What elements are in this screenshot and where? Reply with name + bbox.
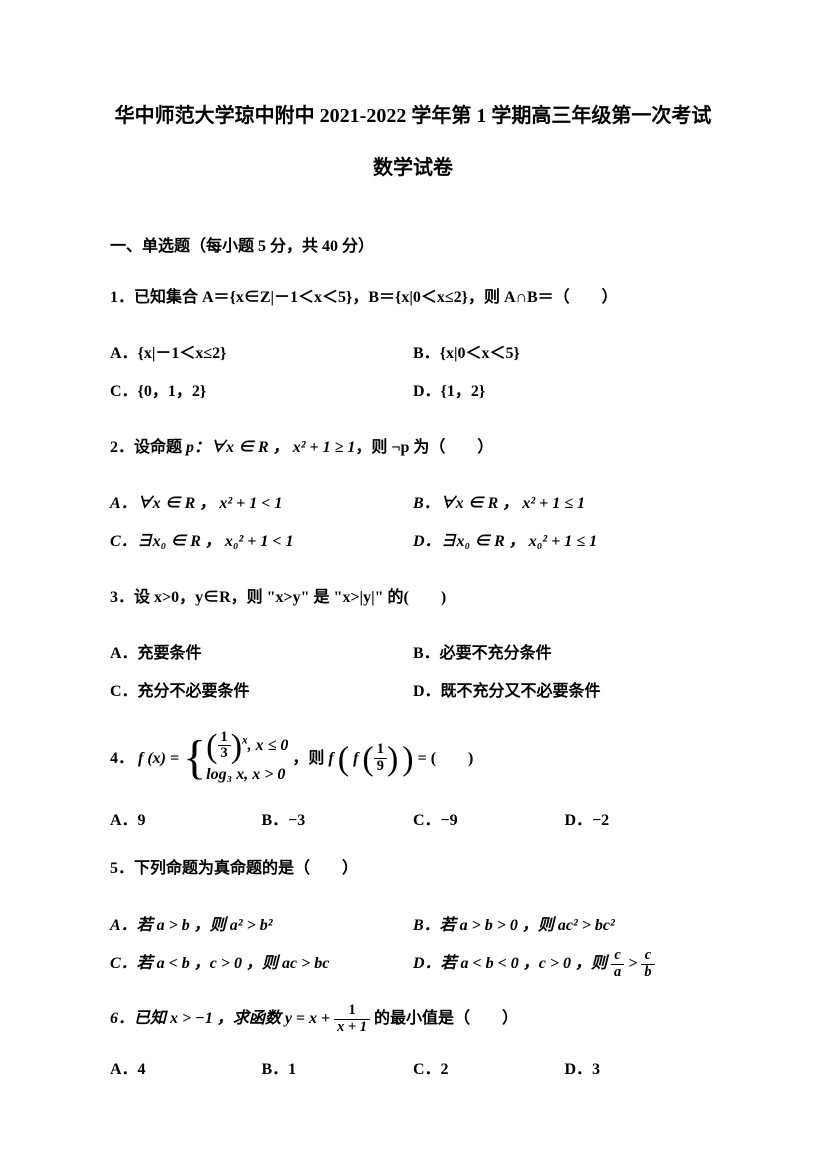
q3-option-b: B．必要不充分条件 [413, 635, 716, 673]
question-4-options: A．9 B．−3 C．−9 D．−2 [110, 808, 716, 834]
q4-piecewise: { (13)x, x ≤ 0 log₃ x, x > 0 [183, 730, 288, 788]
q6-option-c: C．2 [413, 1057, 565, 1083]
q2-option-b: B．∀x ∈ R ， x² + 1 ≤ 1 [413, 485, 716, 523]
q4-option-b: B．−3 [262, 808, 414, 834]
question-1: 1．已知集合 A＝{x∈Z|－1＜x＜5}，B＝{x|0＜x≤2}，则 A∩B＝… [110, 280, 716, 315]
q1-option-a: A．{x|－1＜x≤2} [110, 335, 413, 373]
q4-fx: f (x) = [138, 749, 179, 766]
q4-option-a: A．9 [110, 808, 262, 834]
q4-mid: ，则 [292, 749, 328, 766]
q2-stem-post: ，则 ¬p 为（ ） [355, 439, 493, 456]
q3-option-a: A．充要条件 [110, 635, 413, 673]
q1-option-d: D．{1，2} [413, 373, 716, 411]
q5-option-a: A．若 a > b ，则 a² > b² [110, 907, 413, 945]
q3-option-d: D．既不充分又不必要条件 [413, 673, 716, 711]
question-6: 6．已知 x > −1 ，求函数 y = x + 1x + 1 的最小值是（ ） [110, 1001, 716, 1036]
question-1-options: A．{x|－1＜x≤2} B．{x|0＜x＜5} C．{0，1，2} D．{1，… [110, 335, 716, 412]
question-3: 3．设 x>0，y∈R，则 "x>y" 是 "x>|y|" 的( ) [110, 580, 716, 615]
q1-option-c: C．{0，1，2} [110, 373, 413, 411]
q5-option-b: B．若 a > b > 0 ，则 ac² > bc² [413, 907, 716, 945]
question-6-options: A．4 B．1 C．2 D．3 [110, 1057, 716, 1083]
q2-option-d: D．∃x₀ ∈ R ， x₀² + 1 ≤ 1 [413, 523, 716, 561]
question-5: 5．下列命题为真命题的是（ ） [110, 851, 716, 886]
question-4: 4． f (x) = { (13)x, x ≤ 0 log₃ x, x > 0 … [110, 730, 716, 788]
q5-option-c: C．若 a < b ，c > 0 ，则 ac > bc [110, 945, 413, 983]
q4-outer-f: f [328, 749, 333, 766]
q6-option-d: D．3 [565, 1057, 717, 1083]
section-header: 一、单选题（每小题 5 分，共 40 分） [110, 234, 716, 260]
q6-stem-pre: 6．已知 x > −1 ，求函数 y = x + [110, 1010, 334, 1027]
question-5-options: A．若 a > b ，则 a² > b² B．若 a > b > 0 ，则 ac… [110, 907, 716, 984]
q4-number: 4． [110, 749, 134, 766]
exam-title: 华中师范大学琼中附中 2021-2022 学年第 1 学期高三年级第一次考试 [110, 100, 716, 132]
q4-option-c: C．−9 [413, 808, 565, 834]
exam-subtitle: 数学试卷 [110, 152, 716, 184]
q4-piece2: log₃ x, x > 0 [206, 762, 288, 788]
q1-option-b: B．{x|0＜x＜5} [413, 335, 716, 373]
question-2: 2．设命题 p：∀x ∈ R ， x² + 1 ≥ 1，则 ¬p 为（ ） [110, 430, 716, 465]
q5-option-d: D．若 a < b < 0 ，c > 0 ，则 ca > cb [413, 945, 716, 983]
q2-stem-pre: 2．设命题 [110, 439, 186, 456]
q4-eq: = ( ) [418, 749, 474, 766]
q2-stem-mid: p：∀x ∈ R ， x² + 1 ≥ 1 [186, 439, 355, 456]
q4-piece1: (13)x, x ≤ 0 [206, 730, 288, 763]
q4-option-d: D．−2 [565, 808, 717, 834]
q2-option-c: C．∃x₀ ∈ R ， x₀² + 1 < 1 [110, 523, 413, 561]
q6-option-a: A．4 [110, 1057, 262, 1083]
q6-stem-post: 的最小值是（ ） [370, 1010, 518, 1027]
q2-option-a: A．∀x ∈ R ， x² + 1 < 1 [110, 485, 413, 523]
q4-inner-f: f [353, 749, 358, 766]
question-2-options: A．∀x ∈ R ， x² + 1 < 1 B．∀x ∈ R ， x² + 1 … [110, 485, 716, 562]
question-3-options: A．充要条件 B．必要不充分条件 C．充分不必要条件 D．既不充分又不必要条件 [110, 635, 716, 712]
q6-option-b: B．1 [262, 1057, 414, 1083]
brace-icon: { [183, 739, 206, 777]
q3-option-c: C．充分不必要条件 [110, 673, 413, 711]
